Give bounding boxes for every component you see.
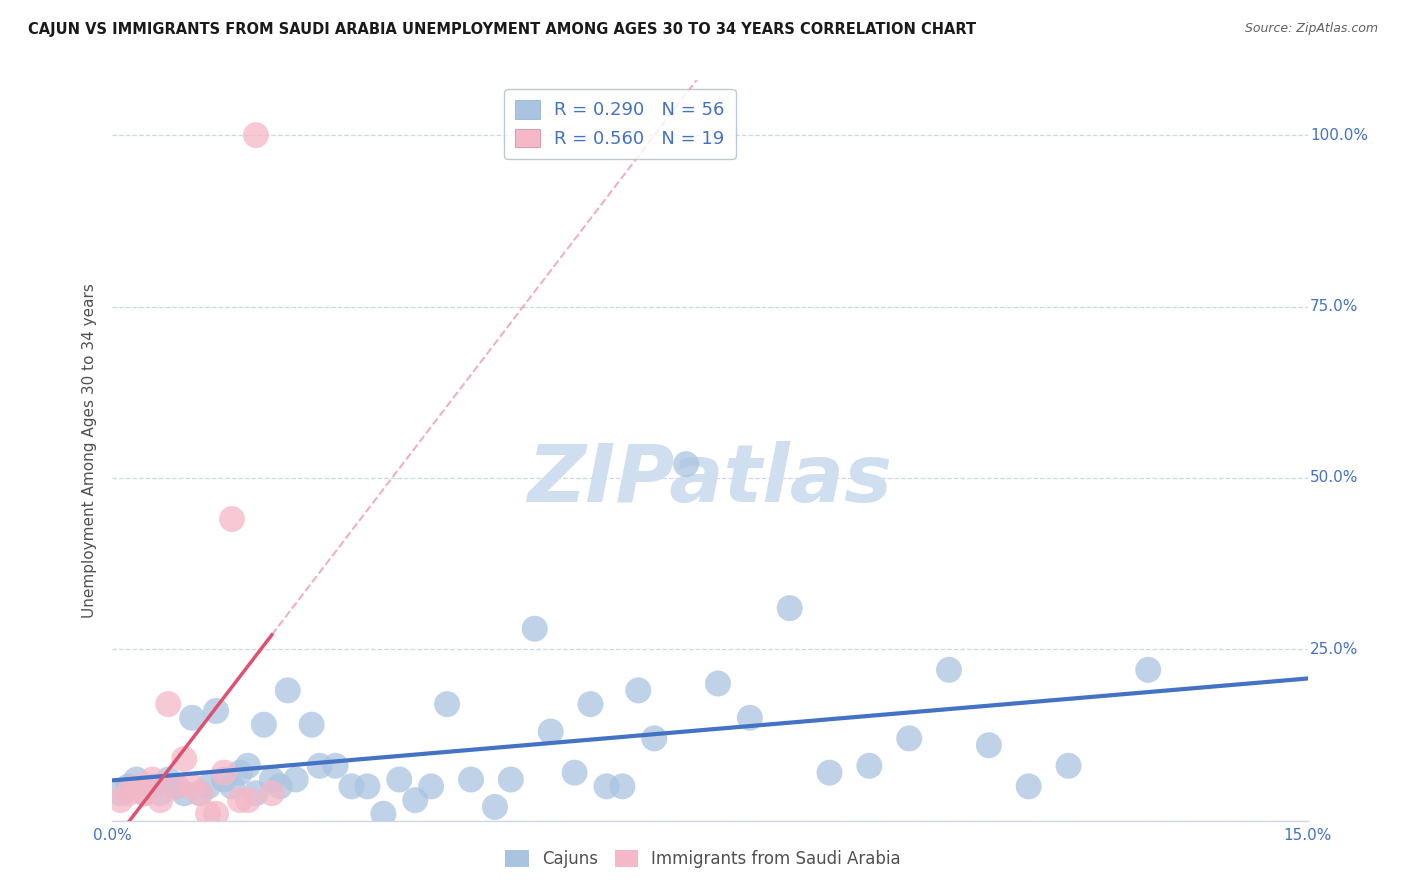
Point (260, 772, 283, 787)
Point (125, 780, 148, 794)
Point (284, 772, 307, 787)
Point (181, 711, 204, 725)
Point (1137, 663, 1160, 677)
Point (134, 786, 156, 800)
Point (579, 697, 602, 711)
Point (308, 759, 330, 773)
Point (110, 793, 132, 807)
Point (229, 793, 252, 807)
Point (236, 793, 259, 807)
Point (197, 780, 219, 794)
Point (436, 697, 458, 711)
Point (173, 786, 195, 800)
Point (738, 711, 761, 725)
Point (540, 724, 562, 739)
Point (277, 683, 299, 698)
Point (260, 786, 283, 800)
Point (245, 128, 267, 142)
Point (269, 780, 291, 794)
Point (707, 676, 730, 690)
Point (523, 622, 546, 636)
Point (157, 697, 180, 711)
Point (340, 780, 363, 794)
Point (253, 717, 276, 731)
Point (125, 772, 148, 787)
Point (134, 786, 156, 800)
Point (325, 759, 347, 773)
Point (221, 780, 243, 794)
Text: 100.0%: 100.0% (1310, 128, 1368, 143)
Point (181, 780, 204, 794)
Text: 75.0%: 75.0% (1310, 299, 1358, 314)
Point (356, 780, 378, 794)
Point (205, 704, 228, 718)
Text: 25.0%: 25.0% (1310, 641, 1358, 657)
Point (779, 601, 801, 615)
Legend: R = 0.290   N = 56, R = 0.560   N = 19: R = 0.290 N = 56, R = 0.560 N = 19 (503, 89, 735, 159)
Point (499, 772, 522, 787)
Point (1057, 759, 1080, 773)
Point (165, 780, 187, 794)
Point (420, 780, 443, 794)
Point (141, 780, 163, 794)
Text: 50.0%: 50.0% (1310, 470, 1358, 485)
Point (165, 780, 187, 794)
Point (612, 780, 634, 794)
Point (643, 731, 665, 746)
Legend: Cajuns, Immigrants from Saudi Arabia: Cajuns, Immigrants from Saudi Arabia (499, 843, 907, 875)
Point (157, 772, 180, 787)
Point (388, 772, 411, 787)
Point (205, 806, 228, 821)
Point (212, 765, 235, 780)
Point (110, 786, 132, 800)
Point (188, 786, 211, 800)
Point (149, 793, 172, 807)
Point (627, 683, 650, 698)
Point (301, 717, 323, 731)
Point (149, 786, 172, 800)
Point (221, 512, 243, 526)
Text: CAJUN VS IMMIGRANTS FROM SAUDI ARABIA UNEMPLOYMENT AMONG AGES 30 TO 34 YEARS COR: CAJUN VS IMMIGRANTS FROM SAUDI ARABIA UN… (28, 22, 976, 37)
Point (229, 765, 252, 780)
Point (117, 780, 139, 794)
Point (564, 765, 586, 780)
Point (197, 806, 219, 821)
Point (245, 786, 267, 800)
Point (938, 663, 960, 677)
Point (484, 800, 506, 814)
Text: Source: ZipAtlas.com: Source: ZipAtlas.com (1244, 22, 1378, 36)
Point (595, 780, 617, 794)
Point (236, 759, 259, 773)
Point (404, 793, 426, 807)
Point (117, 786, 139, 800)
Point (188, 786, 211, 800)
Point (173, 752, 195, 766)
Point (818, 765, 841, 780)
Point (898, 731, 921, 746)
Point (977, 738, 1000, 752)
Y-axis label: Unemployment Among Ages 30 to 34 years: Unemployment Among Ages 30 to 34 years (82, 283, 97, 618)
Point (141, 772, 163, 787)
Point (1018, 780, 1040, 794)
Point (373, 806, 395, 821)
Point (460, 772, 482, 787)
Point (858, 759, 880, 773)
Point (212, 772, 235, 787)
Text: ZIPatlas: ZIPatlas (527, 441, 893, 519)
Point (675, 457, 697, 471)
